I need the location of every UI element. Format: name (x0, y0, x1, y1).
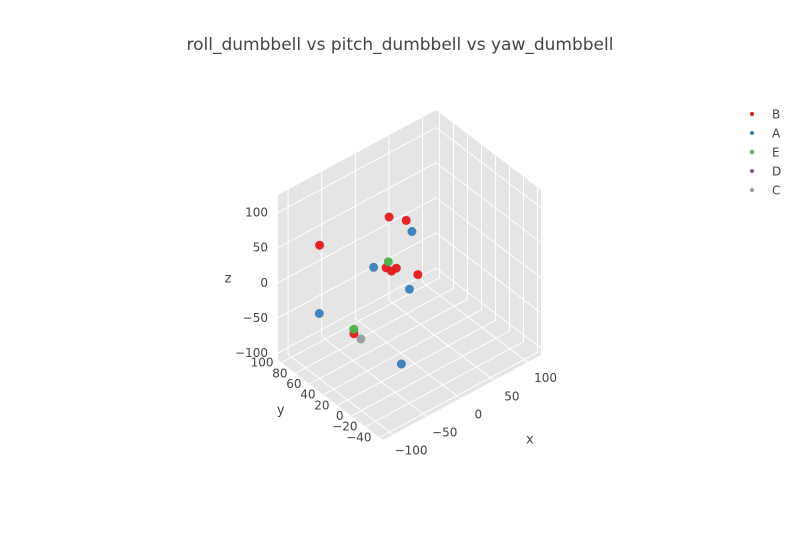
z-gridline (277, 232, 437, 319)
y-gridline (295, 287, 454, 374)
data-point-B[interactable] (413, 270, 423, 280)
legend-marker-B[interactable] (750, 112, 754, 116)
y-tick-label: 0 (336, 409, 344, 423)
y-tick-label: 100 (251, 356, 274, 370)
z-axis-title: z (225, 272, 232, 287)
x-tick-label: 0 (474, 407, 482, 421)
back-wall-panel (278, 110, 436, 360)
y-gridline (365, 341, 524, 428)
z-tick-label: 100 (245, 206, 268, 220)
z-gridline (277, 162, 437, 249)
y-gridline (337, 319, 496, 406)
z-gridline (277, 197, 437, 284)
legend-label-D[interactable]: D (772, 165, 781, 179)
z-gridline (435, 267, 542, 349)
x-tick-label: 50 (504, 389, 519, 403)
x-tick-label: −50 (432, 425, 457, 439)
data-point-E[interactable] (349, 324, 359, 334)
z-gridline (435, 232, 542, 314)
chart-title: roll_dumbbell vs pitch_dumbbell vs yaw_d… (187, 35, 614, 55)
data-point-A[interactable] (407, 227, 417, 236)
legend-label-A[interactable]: A (772, 127, 781, 141)
y-tick-label: 40 (300, 388, 315, 402)
data-point-B[interactable] (384, 212, 394, 222)
legend-label-B[interactable]: B (772, 108, 780, 122)
y-gridline (351, 330, 510, 417)
legend-marker-A[interactable] (750, 131, 754, 135)
z-tick-label: −100 (235, 346, 268, 360)
y-gridline (281, 277, 440, 364)
data-point-A[interactable] (314, 309, 324, 318)
legend-label-C[interactable]: C (772, 184, 780, 198)
data-point-A[interactable] (396, 359, 406, 369)
legend-marker-E[interactable] (750, 150, 754, 154)
y-gridline (309, 298, 468, 385)
legend-marker-D[interactable] (750, 169, 754, 173)
side-wall-panel (436, 110, 541, 355)
scene-3d[interactable]: −100−50050100−40−20020406080100−100−5005… (225, 110, 557, 458)
x-tick-label: −100 (395, 444, 428, 458)
data-point-C[interactable] (356, 334, 366, 344)
z-gridline (435, 197, 542, 279)
y-tick-label: −40 (346, 430, 371, 444)
y-gridline (323, 309, 482, 396)
y-gridline (379, 351, 538, 438)
z-tick-label: 0 (260, 276, 268, 290)
z-gridline (435, 127, 542, 208)
data-point-B[interactable] (391, 263, 401, 273)
z-gridline (435, 162, 542, 244)
z-gridline (277, 267, 437, 354)
y-tick-label: 80 (272, 366, 287, 380)
data-point-B[interactable] (315, 240, 325, 250)
z-tick-label: −50 (243, 311, 268, 325)
legend-label-E[interactable]: E (772, 146, 780, 160)
data-point-E[interactable] (383, 257, 393, 267)
x-axis-title: x (526, 432, 534, 447)
y-tick-label: −20 (332, 420, 357, 434)
data-point-A[interactable] (369, 262, 379, 272)
z-tick-label: 50 (253, 241, 268, 255)
floor-panel (278, 275, 541, 440)
y-tick-label: 60 (286, 377, 301, 391)
x-tick-label: 100 (534, 371, 557, 385)
data-point-B[interactable] (401, 215, 411, 225)
y-tick-label: 20 (314, 398, 329, 412)
legend-marker-C[interactable] (750, 188, 754, 192)
data-point-A[interactable] (405, 284, 414, 294)
z-gridline (277, 127, 437, 213)
y-axis-title: y (277, 403, 285, 418)
